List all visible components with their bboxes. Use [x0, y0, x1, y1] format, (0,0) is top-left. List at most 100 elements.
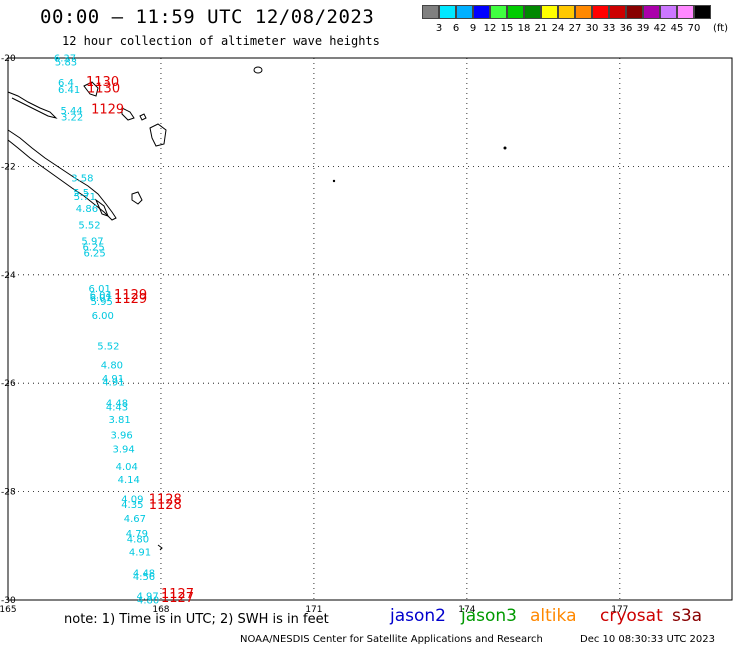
mare-coastline: [139, 113, 147, 121]
colorbar-label: 45: [670, 23, 684, 34]
norfolk-reef: [157, 544, 163, 551]
latitude-label: -22: [1, 162, 16, 172]
colorbar-label: 9: [469, 23, 477, 34]
wave-height-value: 3.94: [113, 445, 135, 456]
wave-height-value: 4.56: [133, 572, 155, 583]
map-subtitle: 12 hour collection of altimeter wave hei…: [62, 34, 380, 48]
wave-height-value: 4.48: [106, 399, 128, 410]
coastline: [7, 66, 507, 551]
wave-height-value: 5.52: [78, 221, 100, 232]
wave-height-value: 6.00: [92, 311, 114, 322]
wave-height-value: 3.81: [108, 415, 130, 426]
wave-height-value: 4.67: [124, 514, 146, 525]
pass-time-label: 1129: [114, 288, 147, 303]
colorbar-swatch: [677, 5, 694, 19]
wave-height-value: 4.04: [116, 462, 138, 473]
colorbar-label: 39: [636, 23, 650, 34]
pass-time-label: 1128: [149, 493, 182, 508]
altimeter-observations: 6.375.83 6.46.41 5.443.22 3.58 5.55.714.86 5.…: [54, 53, 194, 606]
colorbar-swatch: [490, 5, 507, 19]
wave-height-value: 6.4: [58, 78, 74, 89]
wave-height-value: 6.41: [58, 85, 80, 96]
wave-height-value: 5.71: [74, 192, 96, 203]
map-note: note: 1) Time is in UTC; 2) SWH is in fe…: [64, 612, 329, 627]
wave-height-value: 4.91: [102, 374, 124, 385]
colorbar-swatch: [575, 5, 592, 19]
map-grid: [7, 57, 733, 601]
colorbar-swatch: [660, 5, 677, 19]
longitude-label: 177: [611, 605, 628, 615]
wave-height-value: 4.43: [106, 402, 128, 413]
wave-height-value: 4.80: [137, 595, 159, 606]
longitude-label: 171: [305, 605, 322, 615]
colorbar-swatch: [592, 5, 609, 19]
wave-height-value: 4.86: [76, 204, 98, 215]
satellite-legend-cryosat: cryosat: [600, 606, 663, 626]
wave-height-value: 4.09: [121, 494, 143, 505]
walpole-island: [253, 66, 263, 74]
credit-line: NOAA/NESDIS Center for Satellite Applica…: [240, 634, 543, 645]
wave-height-value: 6.25: [82, 242, 104, 253]
wave-height-value: 4.97: [136, 591, 158, 602]
wave-height-value: 6.37: [54, 53, 76, 64]
colorbar-swatch: [643, 5, 660, 19]
satellite-legend-jason3: jason3: [461, 606, 517, 626]
wave-height-value: 5.97: [81, 236, 103, 247]
colorbar-label: 70: [687, 23, 701, 34]
satellite-legend-altika: altika: [530, 606, 577, 626]
generated-timestamp: Dec 10 08:30:33 UTC 2023: [580, 634, 715, 645]
wave-height-value: 5.95: [91, 297, 113, 308]
pass-time-label: 1127: [161, 587, 194, 602]
reef-south-coastline: [94, 198, 109, 217]
latitude-label: -20: [1, 54, 16, 64]
colorbar-swatch: [456, 5, 473, 19]
lifou-coastline: [149, 123, 167, 147]
latitude-label: -30: [1, 596, 16, 606]
new-caledonia-coastline: [7, 129, 117, 221]
pass-time-label: 1128: [149, 498, 182, 513]
colorbar-label: 15: [500, 23, 514, 34]
pass-time-label: 1130: [87, 82, 120, 97]
colorbar-swatch: [541, 5, 558, 19]
colorbar-units: (ft): [713, 23, 729, 34]
matthew-island: [503, 146, 507, 150]
wave-height-value: 3.58: [71, 174, 93, 185]
north-reef-coastline: [7, 91, 58, 119]
wave-height-value: 6.01: [89, 284, 111, 295]
longitude-label: 168: [152, 605, 169, 615]
wave-height-value: 4.91: [102, 377, 124, 388]
colorbar-swatch: [609, 5, 626, 19]
belep-islands-coastline: [83, 81, 99, 97]
wave-height-value: 6.25: [83, 248, 105, 259]
pass-time-label: 1129: [114, 292, 147, 307]
wave-height-value: 4.14: [118, 475, 140, 486]
colorbar-label: 36: [619, 23, 633, 34]
wave-height-value: 6.01: [90, 293, 112, 304]
ouvea-coastline: [121, 107, 135, 121]
colorbar-label: 42: [653, 23, 667, 34]
longitude-label: 174: [458, 605, 475, 615]
wave-height-value: 3.96: [110, 430, 132, 441]
pass-time-label: 1127: [161, 591, 194, 606]
latitude-label: -24: [1, 271, 16, 281]
colorbar-label: 21: [534, 23, 548, 34]
colorbar-label: 27: [568, 23, 582, 34]
colorbar-swatch: [422, 5, 439, 19]
satellite-legend-s3a: s3a: [672, 606, 703, 626]
colorbar-swatch: [524, 5, 541, 19]
wave-height-value: 6.04: [90, 291, 112, 302]
longitude-label: 165: [0, 605, 17, 615]
pass-time-label: 1129: [91, 102, 124, 117]
colorbar-swatch: [507, 5, 524, 19]
latitude-label: -26: [1, 379, 16, 389]
map-title: 00:00 — 11:59 UTC 12/08/2023: [40, 6, 375, 28]
colorbar-swatch: [439, 5, 456, 19]
wave-height-value: 5.44: [61, 106, 83, 117]
colorbar-label: 3: [435, 23, 443, 34]
wave-height-value: 5.83: [55, 58, 77, 69]
colorbar-label: 18: [517, 23, 531, 34]
hunter-island: [332, 179, 336, 183]
colorbar-label: 24: [551, 23, 565, 34]
wave-height-value: 4.79: [126, 529, 148, 540]
